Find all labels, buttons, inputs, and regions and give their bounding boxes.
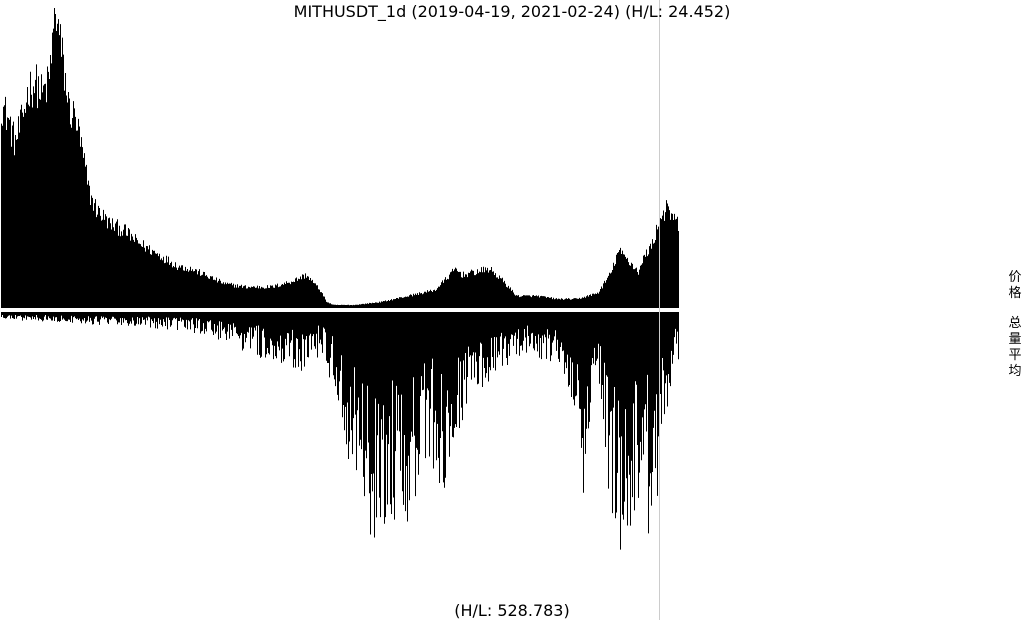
volume-label-char: 均 (1008, 364, 1022, 379)
volume-label-char: 平 (1008, 348, 1022, 363)
volume-label-char: 总 (1008, 316, 1022, 331)
volume-hl-label: (H/L: 528.783) (454, 601, 570, 620)
chart-title: MITHUSDT_1d (2019-04-19, 2021-02-24) (H/… (293, 2, 731, 21)
volume-panel-label: 总 量 平 均 (1006, 316, 1024, 380)
price-label-char: 格 (1008, 286, 1022, 301)
price-bar-series (1, 8, 679, 308)
volume-bars (1, 312, 679, 550)
volume-label-char: 量 (1008, 332, 1022, 347)
price-label-char: 价 (1008, 270, 1022, 285)
volume-bar-series (1, 312, 679, 550)
price-bars (1, 8, 679, 308)
price-panel-label: 价 格 (1006, 270, 1024, 302)
